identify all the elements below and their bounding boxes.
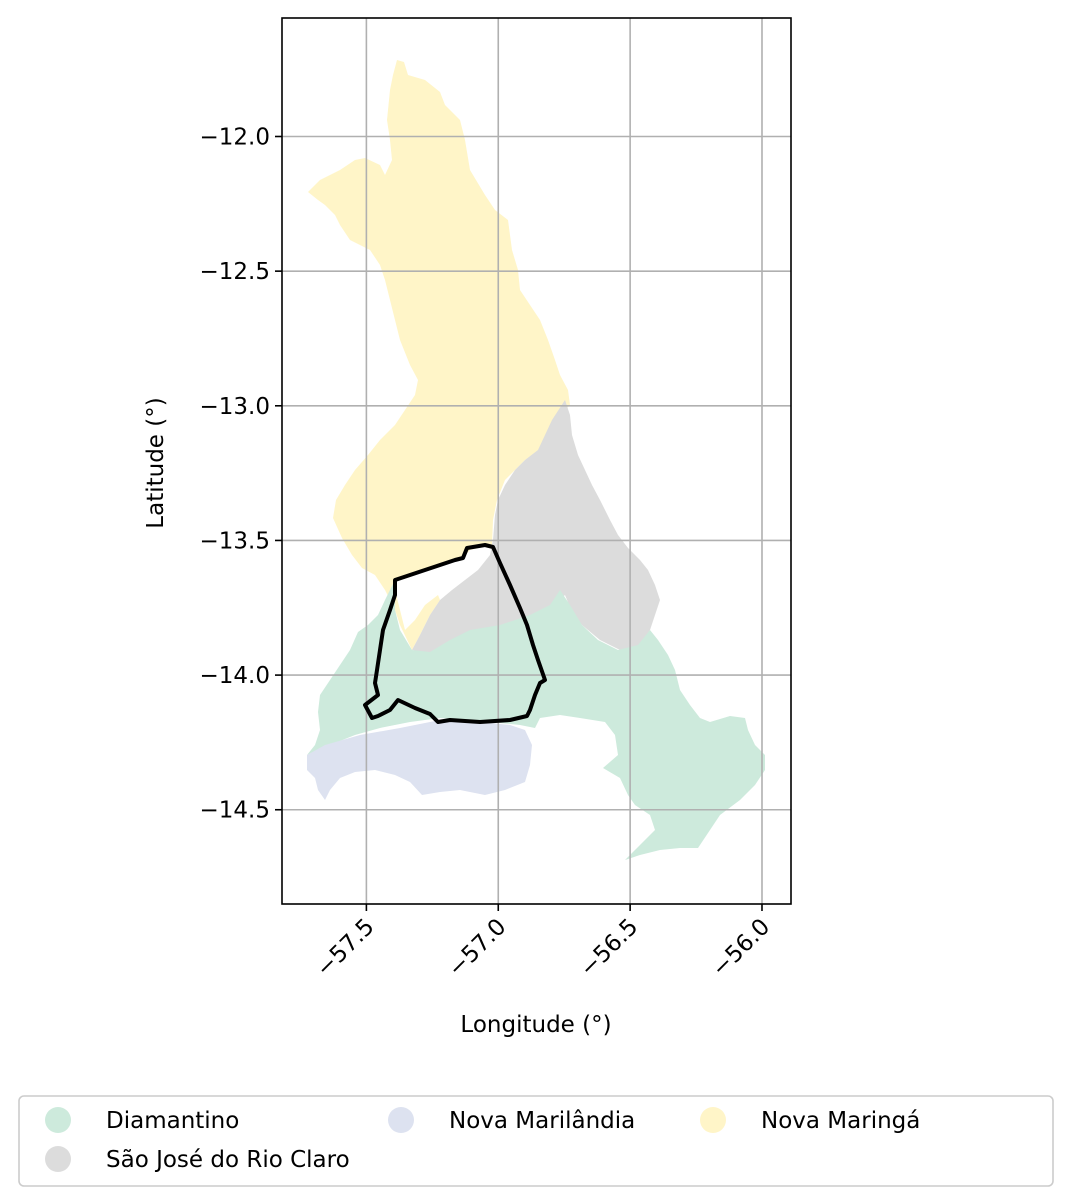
axes-frame (281, 17, 792, 905)
x-tick-label: −57.0 (443, 914, 511, 982)
grid-lines (282, 18, 791, 904)
legend-marker (45, 1146, 71, 1172)
region-nova-marilandia[interactable] (307, 720, 532, 800)
y-axis-label: Latitude (°) (143, 397, 169, 528)
legend: Diamantino Nova Marilândia Nova Maringá São… (18, 1095, 1054, 1187)
legend-items: Diamantino Nova Marilândia Nova Maringá São… (45, 1107, 920, 1173)
legend-label: Diamantino (106, 1108, 239, 1134)
area-outline (363, 543, 547, 724)
x-tick-label: −56.0 (707, 914, 775, 982)
y-tick-label: −13.0 (200, 394, 270, 420)
x-axis-ticks: −57.5 −57.0 −56.5 −56.0 (311, 904, 775, 982)
y-tick-label: −12.0 (200, 124, 270, 150)
legend-label: Nova Maringá (761, 1108, 920, 1134)
y-tick-label: −14.5 (200, 798, 270, 824)
y-tick-label: −12.5 (200, 259, 270, 285)
y-tick-label: −13.5 (200, 528, 270, 554)
region-diamantino[interactable] (307, 580, 765, 860)
x-axis-label: Longitude (°) (460, 1012, 611, 1038)
region-sao-jose-do-rio-claro[interactable] (412, 400, 660, 655)
region-nova-maringa[interactable] (308, 60, 570, 650)
legend-marker (700, 1107, 726, 1133)
legend-marker (388, 1107, 414, 1133)
x-tick-label: −56.5 (575, 914, 643, 982)
y-axis-ticks: −12.0 −12.5 −13.0 −13.5 −14.0 −14.5 (200, 124, 282, 824)
legend-label: Nova Marilândia (449, 1108, 635, 1134)
y-tick-label: −14.0 (200, 663, 270, 689)
legend-frame (18, 1095, 1054, 1187)
legend-marker (45, 1107, 71, 1133)
x-tick-label: −57.5 (311, 914, 379, 982)
legend-label: São José do Rio Claro (106, 1147, 350, 1173)
map-regions (307, 60, 765, 860)
